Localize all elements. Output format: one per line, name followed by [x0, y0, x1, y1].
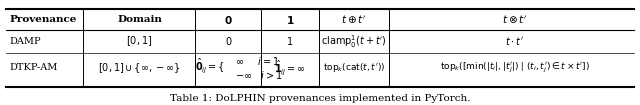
- Text: $[0, 1] \cup \{\infty, -\infty\}$: $[0, 1] \cup \{\infty, -\infty\}$: [99, 61, 180, 75]
- Text: Domain: Domain: [117, 15, 162, 24]
- Text: $\infty \quad\;\; i = 1$: $\infty \quad\;\; i = 1$: [235, 55, 280, 67]
- Text: $\mathrm{top}_k([\min(|t_i|, |t^{\prime}_j|) \mid (t_i, t^{\prime}_j) \in t \tim: $\mathrm{top}_k([\min(|t_i|, |t^{\prime}…: [440, 61, 589, 75]
- Text: $\mathbf{0}$: $\mathbf{0}$: [224, 14, 233, 26]
- Text: $0$: $0$: [225, 35, 232, 47]
- Text: $1$: $1$: [286, 35, 294, 47]
- Text: Table 1: DᴏLPHIN provenances implemented in PyTorch.: Table 1: DᴏLPHIN provenances implemented…: [170, 94, 470, 103]
- Text: $\mathbf{1}$: $\mathbf{1}$: [285, 14, 294, 26]
- Text: DAMP: DAMP: [10, 37, 41, 46]
- Text: $\mathrm{top}_k(\mathrm{cat}(t, t^{\prime}))$: $\mathrm{top}_k(\mathrm{cat}(t, t^{\prim…: [323, 61, 385, 74]
- Text: $t \otimes t^{\prime}$: $t \otimes t^{\prime}$: [502, 14, 527, 26]
- Text: $[0, 1]$: $[0, 1]$: [126, 35, 153, 48]
- Text: Provenance: Provenance: [10, 15, 77, 24]
- Text: $\mathrm{clamp}_0^1(t + t^{\prime})$: $\mathrm{clamp}_0^1(t + t^{\prime})$: [321, 33, 387, 50]
- Text: DTKP-AM: DTKP-AM: [10, 63, 58, 72]
- Text: $\hat{\mathbf{1}}_{ij} = \infty$: $\hat{\mathbf{1}}_{ij} = \infty$: [274, 58, 306, 77]
- Text: $\hat{\mathbf{0}}_{ij} = \{$: $\hat{\mathbf{0}}_{ij} = \{$: [195, 56, 225, 75]
- Text: $t \oplus t^{\prime}$: $t \oplus t^{\prime}$: [341, 14, 367, 26]
- Text: $-\infty \quad i > 1$: $-\infty \quad i > 1$: [235, 69, 283, 81]
- Text: $t \cdot t^{\prime}$: $t \cdot t^{\prime}$: [505, 35, 524, 47]
